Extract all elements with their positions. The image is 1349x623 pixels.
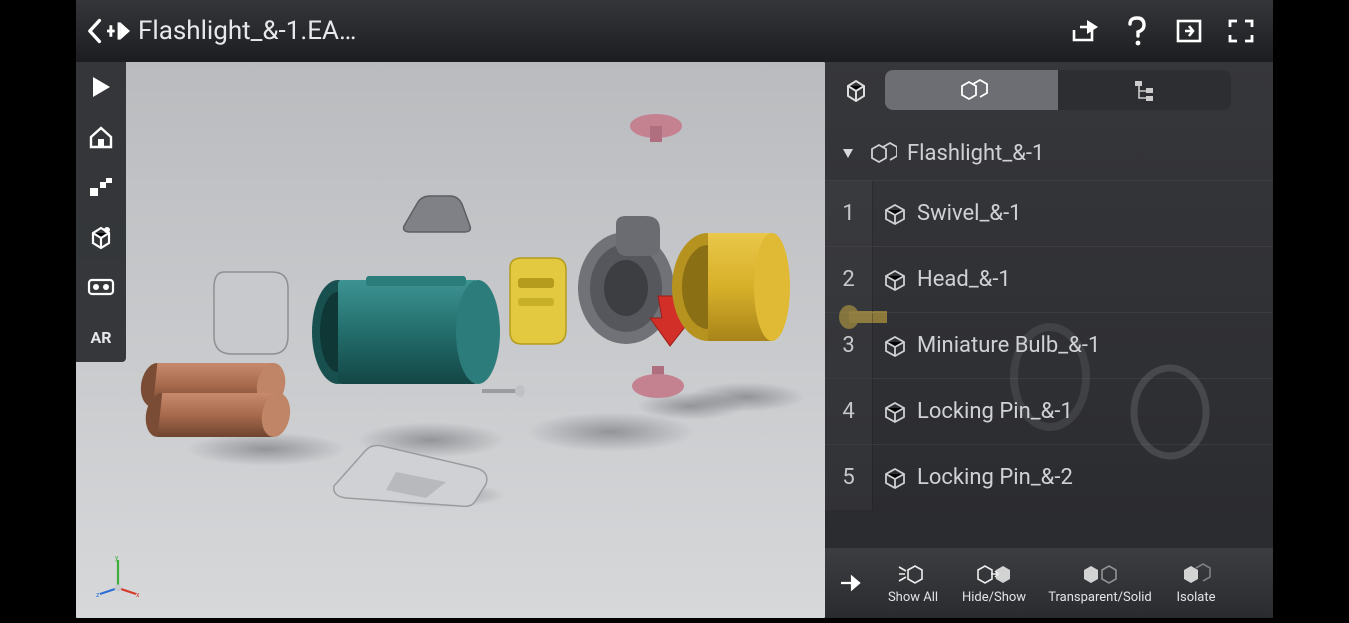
part-bracket [326,442,496,512]
row-label: Locking Pin_&-2 [917,465,1073,490]
explode-button[interactable] [76,162,126,212]
part-icon [873,268,917,292]
hide-show-label: Hide/Show [962,590,1026,605]
ar-button[interactable]: AR [76,312,126,362]
part-clip [496,252,576,352]
panel-view-segment [885,70,1231,110]
row-label: Swivel_&-1 [917,201,1022,226]
import-button[interactable] [1167,9,1211,53]
show-all-label: Show All [888,590,938,605]
part-cover [206,262,296,362]
tree-rows: 1 Swivel_&-1 2 Head_&-1 3 Miniature Bulb… [825,180,1273,510]
left-toolbar: AR [76,62,126,362]
part-body [306,262,506,402]
isolate-button[interactable]: Isolate [1163,561,1229,605]
topbar: Flashlight_&-1.EA… [76,0,1273,62]
part-switch-cap-bottom [628,362,688,398]
tree-row[interactable]: 2 Head_&-1 [825,246,1273,312]
isolate-label: Isolate [1176,590,1215,605]
share-button[interactable] [1063,9,1107,53]
tree-root-label: Flashlight_&-1 [907,141,1044,166]
row-index: 2 [825,247,873,312]
part-battery [136,357,306,447]
back-button[interactable] [86,9,130,53]
tree-row[interactable]: 3 Miniature Bulb_&-1 [825,312,1273,378]
part-icon [873,466,917,490]
part-icon [873,400,917,424]
row-index: 3 [825,313,873,378]
fullscreen-button[interactable] [1219,9,1263,53]
panel-mode-icon[interactable] [837,76,875,104]
transparent-solid-label: Transparent/Solid [1048,590,1152,605]
panel-bottom-toolbar: Show All Hide/Show Transparent/Solid Iso… [825,548,1273,618]
part-icon [873,334,917,358]
row-index: 1 [825,181,873,246]
tree-root[interactable]: Flashlight_&-1 [825,126,1273,180]
svg-text:x: x [136,591,140,598]
part-screw [476,382,526,400]
row-label: Miniature Bulb_&-1 [917,333,1100,358]
svg-text:z: z [96,591,100,598]
tree-row[interactable]: 4 Locking Pin_&-1 [825,378,1273,444]
vr-button[interactable] [76,262,126,312]
play-button[interactable] [76,62,126,112]
axis-triad: x y z [96,554,140,598]
row-index: 4 [825,379,873,444]
help-button[interactable] [1115,9,1159,53]
document-title: Flashlight_&-1.EA… [138,16,356,46]
assembly-icon [867,140,897,166]
tree-row[interactable]: 5 Locking Pin_&-2 [825,444,1273,510]
pin-button[interactable] [825,572,875,594]
part-icon [873,202,917,226]
transparent-solid-button[interactable]: Transparent/Solid [1037,561,1163,605]
segment-tree[interactable] [1058,70,1231,110]
box-button[interactable] [76,212,126,262]
row-index: 5 [825,445,873,510]
home-button[interactable] [76,112,126,162]
row-label: Head_&-1 [917,267,1011,292]
part-switch-cap-top [626,112,686,148]
viewport-3d[interactable]: x y z [76,62,825,618]
segment-assembly[interactable] [885,70,1058,110]
part-button-top [396,192,476,238]
hide-show-button[interactable]: Hide/Show [951,561,1037,605]
row-label: Locking Pin_&-1 [917,399,1073,424]
show-all-button[interactable]: Show All [875,561,951,605]
part-head [666,222,796,352]
tree-row[interactable]: 1 Swivel_&-1 [825,180,1273,246]
structure-panel: Flashlight_&-1 1 Swivel_&-1 2 Head_&-1 3… [825,62,1273,618]
disclosure-triangle-icon [839,144,857,162]
